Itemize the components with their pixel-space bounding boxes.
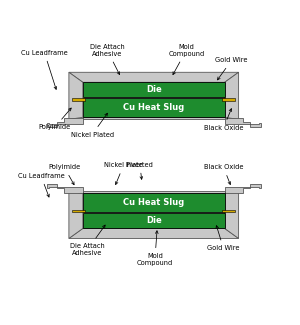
Text: Mold
Compound: Mold Compound xyxy=(168,44,204,75)
Text: Die: Die xyxy=(146,216,162,226)
Text: Cu Leadframe: Cu Leadframe xyxy=(18,173,64,197)
Text: Nickel Plated: Nickel Plated xyxy=(70,113,114,137)
Text: Cu Heat Slug: Cu Heat Slug xyxy=(123,103,184,112)
Polygon shape xyxy=(69,191,83,239)
Polygon shape xyxy=(225,118,261,127)
Polygon shape xyxy=(83,117,225,119)
Text: Die Attach
Adhesive: Die Attach Adhesive xyxy=(70,225,105,256)
Text: Nickel Plate: Nickel Plate xyxy=(104,162,143,185)
Polygon shape xyxy=(69,72,83,119)
Text: Cu Leadframe: Cu Leadframe xyxy=(21,50,68,89)
Polygon shape xyxy=(225,72,238,119)
Polygon shape xyxy=(69,72,239,82)
Text: Gold Wire: Gold Wire xyxy=(215,57,248,80)
Bar xyxy=(222,98,235,101)
Polygon shape xyxy=(47,118,83,127)
Polygon shape xyxy=(47,184,83,193)
Text: Die Attach
Adhesive: Die Attach Adhesive xyxy=(90,44,124,74)
Bar xyxy=(83,98,225,117)
Polygon shape xyxy=(83,191,225,193)
Text: Die: Die xyxy=(146,85,162,94)
Polygon shape xyxy=(69,228,239,239)
Bar xyxy=(72,98,85,101)
Bar xyxy=(83,82,225,97)
Text: Polyimide: Polyimide xyxy=(39,108,71,130)
Text: Gold Wire: Gold Wire xyxy=(207,226,240,252)
Text: Inverted: Inverted xyxy=(126,162,154,179)
Text: Cu Heat Slug: Cu Heat Slug xyxy=(123,199,184,207)
Bar xyxy=(83,193,225,213)
Polygon shape xyxy=(225,191,238,239)
Text: Black Oxide: Black Oxide xyxy=(204,164,243,185)
Bar xyxy=(83,214,225,228)
Text: Polyimide: Polyimide xyxy=(48,164,80,185)
Bar xyxy=(72,210,85,213)
Bar xyxy=(222,210,235,213)
Text: Black Oxide: Black Oxide xyxy=(204,109,243,131)
Text: Mold
Compound: Mold Compound xyxy=(137,231,173,266)
Polygon shape xyxy=(225,184,261,193)
